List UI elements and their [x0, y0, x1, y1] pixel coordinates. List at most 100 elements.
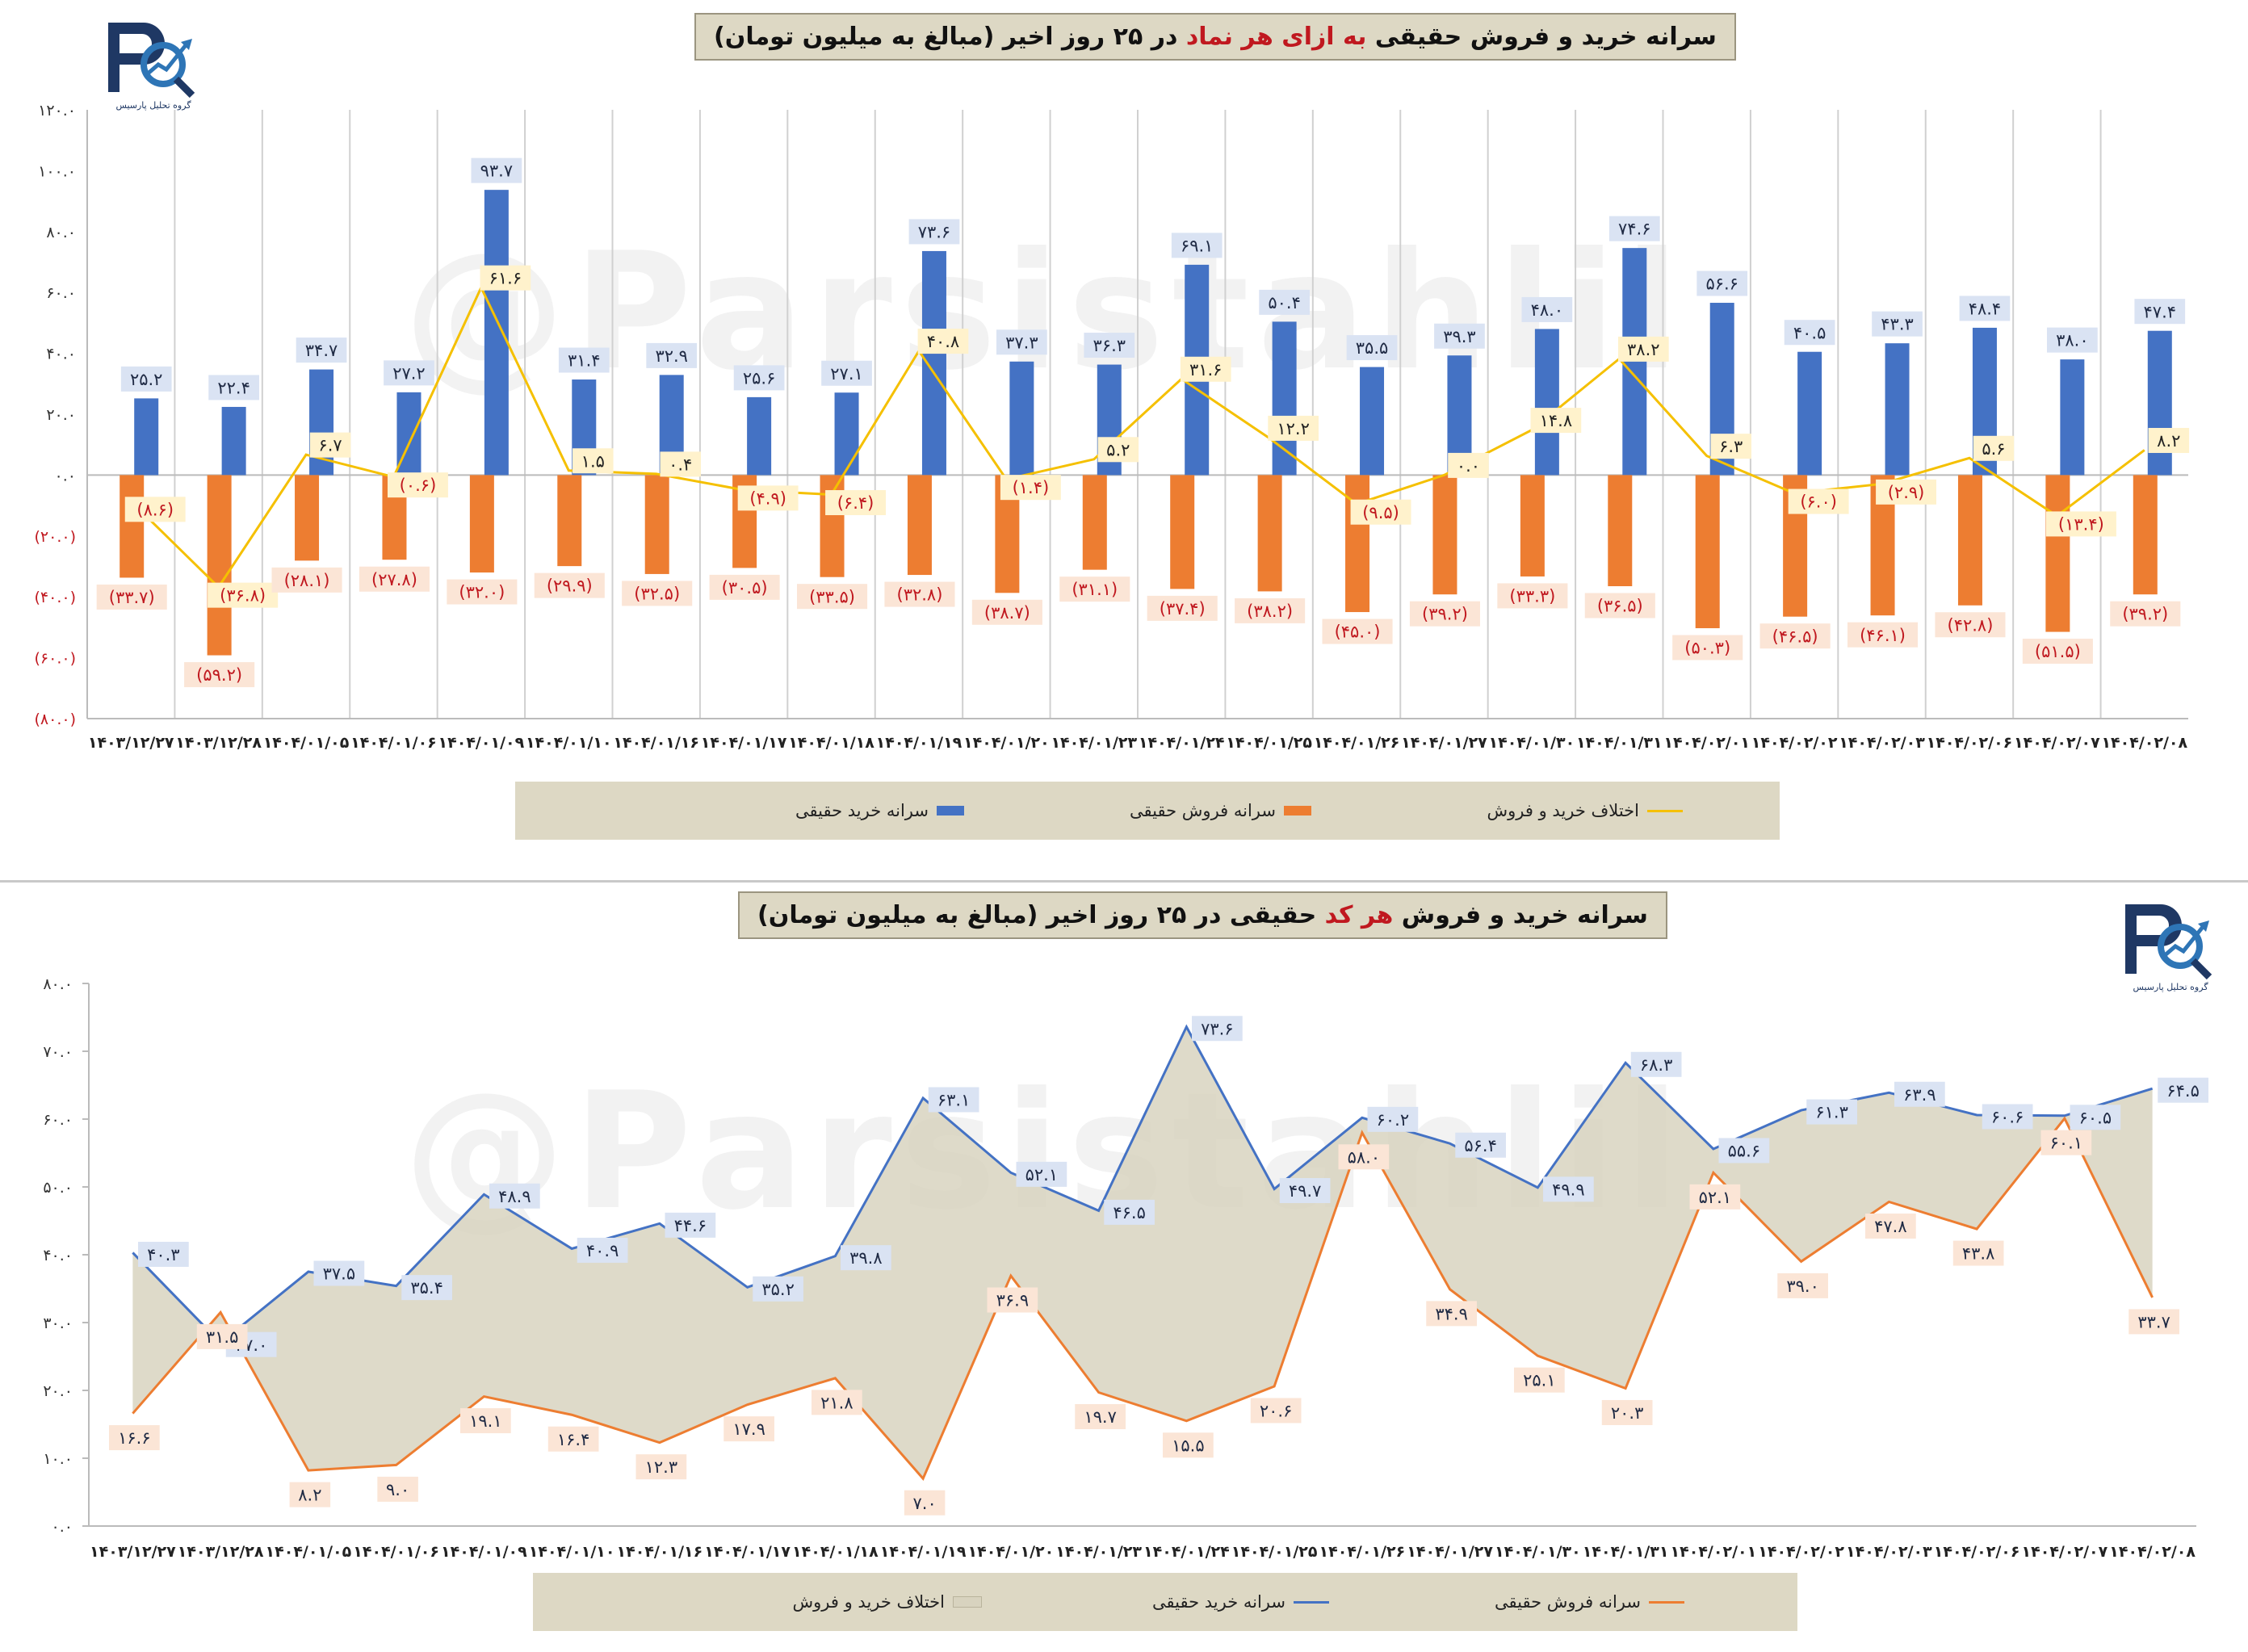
sell-value-label: (۳۶.۵) [1597, 597, 1643, 616]
sell-value-label: (۳۹.۲) [1422, 605, 1468, 624]
diff-value-label: (۹.۵) [1362, 503, 1399, 522]
x-tick-label: ۱۴۰۴/۰۱/۳۱ [1576, 734, 1663, 752]
bar-sell [644, 475, 669, 574]
diff-value-label: ۱.۵ [581, 451, 605, 471]
sell-value-label-bg [1426, 1301, 1477, 1327]
buy-value-label: ۲۷.۲ [392, 363, 426, 383]
x-tick-label: ۱۴۰۴/۰۱/۲۴ [1143, 1543, 1230, 1561]
bar-buy [1885, 343, 1910, 476]
diff-value-label-bg [1448, 452, 1489, 478]
bar-buy [484, 190, 509, 476]
diff-value-label: ۶.۷ [318, 436, 342, 455]
sell-value-label: ۳۹.۰ [1786, 1277, 1819, 1296]
x-tick-label: ۱۴۰۴/۰۱/۰۹ [438, 734, 525, 752]
buy-value-label: ۲۲.۴ [217, 379, 250, 398]
sell-value-label: ۲۵.۱ [1523, 1371, 1556, 1390]
diff-value-label-bg [2045, 511, 2116, 537]
bar-sell [295, 475, 320, 561]
legend-label-diff: اختلاف خرید و فروش [792, 1592, 945, 1612]
diff-value-label-bg [2148, 427, 2190, 453]
sell-value-label-bg [109, 1425, 160, 1451]
buy-value-label-bg [1346, 335, 1398, 361]
buy-value-label: ۶۰.۶ [1991, 1108, 2024, 1127]
sell-value-label: (۳۸.۷) [984, 603, 1030, 623]
sell-value-label-bg [447, 579, 518, 605]
buy-value-label-bg [1894, 1081, 1945, 1107]
diff-value-label-bg [1268, 415, 1319, 441]
diff-value-label: ۳۱.۶ [1189, 360, 1223, 379]
y-tick-label: ۰.۰ [52, 1518, 73, 1536]
diff-value-label-bg [1617, 336, 1669, 362]
buy-value-label: ۴۴.۶ [674, 1216, 707, 1235]
bar-sell [1257, 475, 1282, 592]
sell-value-label-bg [377, 1476, 418, 1502]
bar-sell [2133, 475, 2158, 595]
sell-value-label-bg [1075, 1404, 1126, 1430]
diff-value-label-bg [1876, 479, 1936, 505]
buy-value-label: ۶۹.۱ [1181, 236, 1214, 255]
diff-value-label-bg [917, 329, 969, 354]
diff-value-label: ۸.۲ [2157, 431, 2180, 451]
buy-value-label-bg [558, 347, 610, 373]
sell-value-label-bg [904, 1490, 946, 1516]
buy-value-label-bg [1696, 270, 1748, 296]
buy-value-label-bg [1543, 1176, 1594, 1202]
y-tick-label: ۷۰.۰ [43, 1043, 73, 1061]
buy-value-label-bg [208, 375, 259, 400]
buy-value-label-bg [1279, 1178, 1331, 1204]
title-highlight: به ازای هر نماد [1185, 23, 1367, 51]
diff-value-label-bg [1973, 435, 2015, 461]
legend-swatch-diff [1647, 809, 1683, 812]
x-tick-label: ۱۴۰۳/۱۲/۲۷ [90, 1543, 176, 1561]
x-tick-label: ۱۴۰۳/۱۲/۲۸ [178, 1543, 264, 1561]
x-tick-label: ۱۴۰۴/۰۱/۲۷ [1401, 734, 1487, 752]
sell-value-label-bg [971, 599, 1042, 625]
sell-value-label: ۸.۲ [298, 1486, 321, 1505]
buy-value-label: ۴۹.۷ [1289, 1181, 1322, 1201]
sell-value-label: (۲۷.۸) [371, 570, 417, 589]
bar-sell [1082, 475, 1107, 570]
diff-value-label-bg [1000, 475, 1061, 501]
x-tick-label: ۱۴۰۴/۰۱/۱۹ [880, 1543, 967, 1561]
sell-value-label-bg [96, 584, 167, 610]
per-symbol-bar-chart: (۸۰.۰) (۶۰.۰) (۴۰.۰) (۲۰.۰) ۰.۰ ۲۰.۰ ۴۰.۰ ۶۰.۰ ۸… [35, 102, 2190, 752]
legend-swatch-sell [1649, 1600, 1684, 1604]
bar-sell [1520, 475, 1545, 577]
sell-value-label-bg [2110, 601, 2181, 627]
x-tick-label: ۱۴۰۴/۰۱/۱۰ [526, 734, 612, 752]
buy-value-label-bg [1521, 296, 1573, 322]
sell-value-label: ۷.۰ [913, 1494, 937, 1513]
sell-value-label-bg [1759, 623, 1831, 649]
sell-value-label: (۳۲.۵) [634, 584, 680, 603]
title-prefix: سرانه خرید و فروش [1393, 901, 1648, 929]
buy-value-label: ۴۹.۹ [1552, 1180, 1585, 1199]
sell-value-label: ۱۶.۴ [557, 1430, 590, 1449]
x-tick-label: ۱۴۰۴/۰۱/۳۰ [1495, 1543, 1581, 1561]
parsis-logo: گروه تحلیل پارسیس [97, 16, 202, 113]
diff-value-label: (۱.۴) [1013, 478, 1050, 497]
diff-value-label: ۰.۰ [1457, 456, 1480, 476]
y-tick-label: ۵۰.۰ [43, 1179, 73, 1197]
sell-value-label: ۶۰.۱ [2050, 1134, 2083, 1153]
x-tick-label: ۱۴۰۴/۰۱/۲۰ [963, 734, 1050, 752]
x-tick-label: ۱۴۰۴/۰۲/۰۲ [1758, 1543, 1844, 1561]
buy-value-label: ۴۳.۳ [1881, 315, 1914, 334]
buy-value-label: ۶۳.۹ [1903, 1085, 1936, 1105]
sell-value-label: ۲۰.۶ [1260, 1402, 1293, 1421]
sell-value-label-bg [1147, 595, 1218, 621]
x-tick-label: ۱۴۰۴/۰۱/۰۶ [350, 734, 437, 752]
sell-value-label: (۳۸.۲) [1247, 602, 1293, 621]
buy-value-label: ۴۷.۴ [2144, 302, 2177, 321]
x-tick-label: ۱۴۰۴/۰۱/۲۵ [1226, 734, 1312, 752]
x-tick-label: ۱۴۰۴/۰۲/۰۸ [2101, 734, 2187, 752]
buy-value-label: ۴۶.۵ [1113, 1203, 1146, 1222]
sell-value-label-bg [2040, 1130, 2092, 1155]
sell-value-label-bg [2128, 1309, 2179, 1335]
diff-value-label: (۴.۹) [749, 488, 786, 508]
legend-swatch-sell [1284, 806, 1311, 816]
sell-value-label: (۴۶.۱) [1860, 626, 1906, 645]
sell-value-label-bg [547, 1426, 599, 1452]
x-tick-label: ۱۴۰۴/۰۲/۰۷ [2022, 1543, 2108, 1561]
sell-value-label-bg [1689, 1184, 1741, 1210]
buy-value-label: ۴۸.۰ [1531, 300, 1564, 320]
